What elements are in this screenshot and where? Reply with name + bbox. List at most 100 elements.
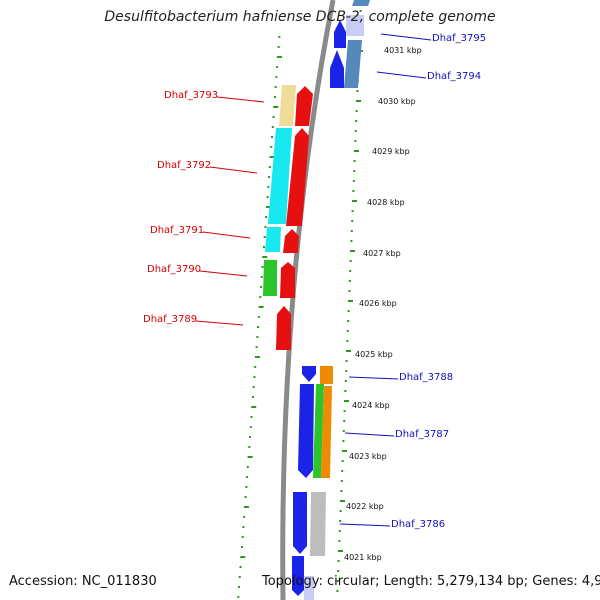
gene-block-dhaf-3793 (279, 85, 296, 126)
ring-dot (276, 56, 282, 58)
leader-dhaf-3787 (344, 432, 395, 437)
ring-dot (273, 96, 276, 98)
gene-label-dhaf-3794[interactable]: Dhaf_3794 (427, 71, 482, 82)
leader-dhaf-3790 (199, 270, 248, 277)
gene-label-dhaf-3790[interactable]: Dhaf_3790 (147, 264, 202, 275)
ring-dot (243, 516, 246, 518)
ring-dot (346, 340, 349, 342)
ring-dot (258, 306, 264, 308)
ring-dot (354, 140, 357, 142)
ring-dot (353, 170, 356, 172)
gene-label-dhaf-3786[interactable]: Dhaf_3786 (391, 519, 446, 530)
gene-label-dhaf-3793[interactable]: Dhaf_3793 (164, 90, 219, 101)
leader-dhaf-3792 (209, 166, 258, 174)
ring-dot (271, 126, 274, 128)
ring-dot (270, 146, 273, 148)
ring-dot (268, 176, 271, 178)
ring-dot (354, 150, 359, 152)
ring-dot (350, 230, 353, 232)
tick-label: 4031 kbp (384, 46, 422, 55)
ring-dot (265, 206, 271, 208)
ring-dot (240, 556, 246, 558)
tick-label: 4023 kbp (349, 452, 387, 461)
gene-block-dhaf-3790 (263, 260, 277, 296)
ring-dot (346, 330, 349, 332)
gene-arrow-dhaf-3786 (293, 492, 307, 554)
ring-dot (275, 76, 278, 78)
gene-arrow-dhaf-3791 (283, 229, 299, 253)
ring-dot (346, 350, 351, 352)
ring-dot (276, 66, 279, 68)
ring-dot (338, 550, 343, 552)
gene-label-dhaf-3787[interactable]: Dhaf_3787 (395, 429, 450, 440)
ring-dot (342, 430, 345, 432)
ring-dot (352, 200, 357, 202)
gene-arrow-bottom (292, 556, 304, 596)
ring-dot (269, 156, 275, 158)
ring-dot (259, 296, 262, 298)
leader-dhaf-3795 (380, 33, 432, 41)
ring-dot (350, 250, 355, 252)
ring-dot (343, 420, 346, 422)
gene-arrow-dhaf-3788a (302, 366, 316, 382)
ring-dot (356, 100, 361, 102)
tick-label: 4026 kbp (359, 299, 397, 308)
gene-block-dhaf-3792 (268, 128, 292, 224)
ring-dot (344, 400, 349, 402)
ring-dot (342, 450, 347, 452)
ring-dot (348, 300, 353, 302)
tick-label: 4025 kbp (355, 350, 393, 359)
leader-dhaf-3788 (348, 376, 399, 380)
ring-dot (336, 590, 339, 592)
gene-label-dhaf-3788[interactable]: Dhaf_3788 (399, 372, 454, 383)
gene-block-dhaf-3794 (344, 40, 362, 88)
gene-label-dhaf-3789[interactable]: Dhaf_3789 (143, 314, 198, 325)
ring-dot (351, 220, 354, 222)
ring-dot (355, 110, 358, 112)
gene-block-bottom (304, 576, 314, 600)
gene-label-dhaf-3791[interactable]: Dhaf_3791 (150, 225, 205, 236)
ring-dot (354, 130, 357, 132)
ring-dot (345, 360, 348, 362)
gene-arrow-dhaf-3789 (276, 306, 291, 350)
gene-arrow-dhaf-3794 (330, 50, 344, 88)
gene-arrow-dhaf-3795 (334, 20, 346, 48)
ring-dot (266, 196, 269, 198)
leader-dhaf-3793 (216, 96, 265, 103)
dotted-track-rings (237, 10, 363, 598)
gene-label-dhaf-3792[interactable]: Dhaf_3792 (157, 160, 212, 171)
ring-dot (353, 160, 356, 162)
ring-dot (252, 386, 255, 388)
ring-dot (263, 236, 266, 238)
gene-blocks (263, 0, 370, 600)
gene-label-dhaf-3795[interactable]: Dhaf_3795 (432, 33, 487, 44)
ring-dot (254, 356, 260, 358)
ring-dot (242, 526, 245, 528)
ring-dot (249, 426, 252, 428)
ring-dot (238, 586, 241, 588)
tick-label: 4028 kbp (367, 198, 405, 207)
ring-dot (349, 260, 352, 262)
ring-dot (257, 326, 260, 328)
ring-dot (340, 490, 343, 492)
gene-block-dhaf-3787-orange (321, 386, 332, 478)
ring-dot (352, 190, 355, 192)
ring-dot (262, 246, 265, 248)
gene-arrow-dhaf-3795b (346, 15, 364, 36)
topology-text: Topology: circular; Length: 5,279,134 bp… (262, 574, 600, 589)
ring-dot (272, 116, 275, 118)
ring-dot (348, 290, 351, 292)
gene-arrow-dhaf-3793 (295, 86, 313, 126)
ring-dot (237, 596, 240, 598)
ring-dot (341, 460, 344, 462)
gene-block-dhaf-3786 (310, 492, 326, 556)
leader-dhaf-3794 (376, 71, 427, 79)
tick-label: 4022 kbp (346, 502, 384, 511)
ring-dot (246, 466, 249, 468)
ring-dot (337, 560, 340, 562)
ring-dot (264, 226, 267, 228)
genome-title: Desulfitobacterium hafniense DCB-2, comp… (104, 9, 496, 25)
ring-dot (249, 436, 252, 438)
ring-dot (243, 506, 249, 508)
